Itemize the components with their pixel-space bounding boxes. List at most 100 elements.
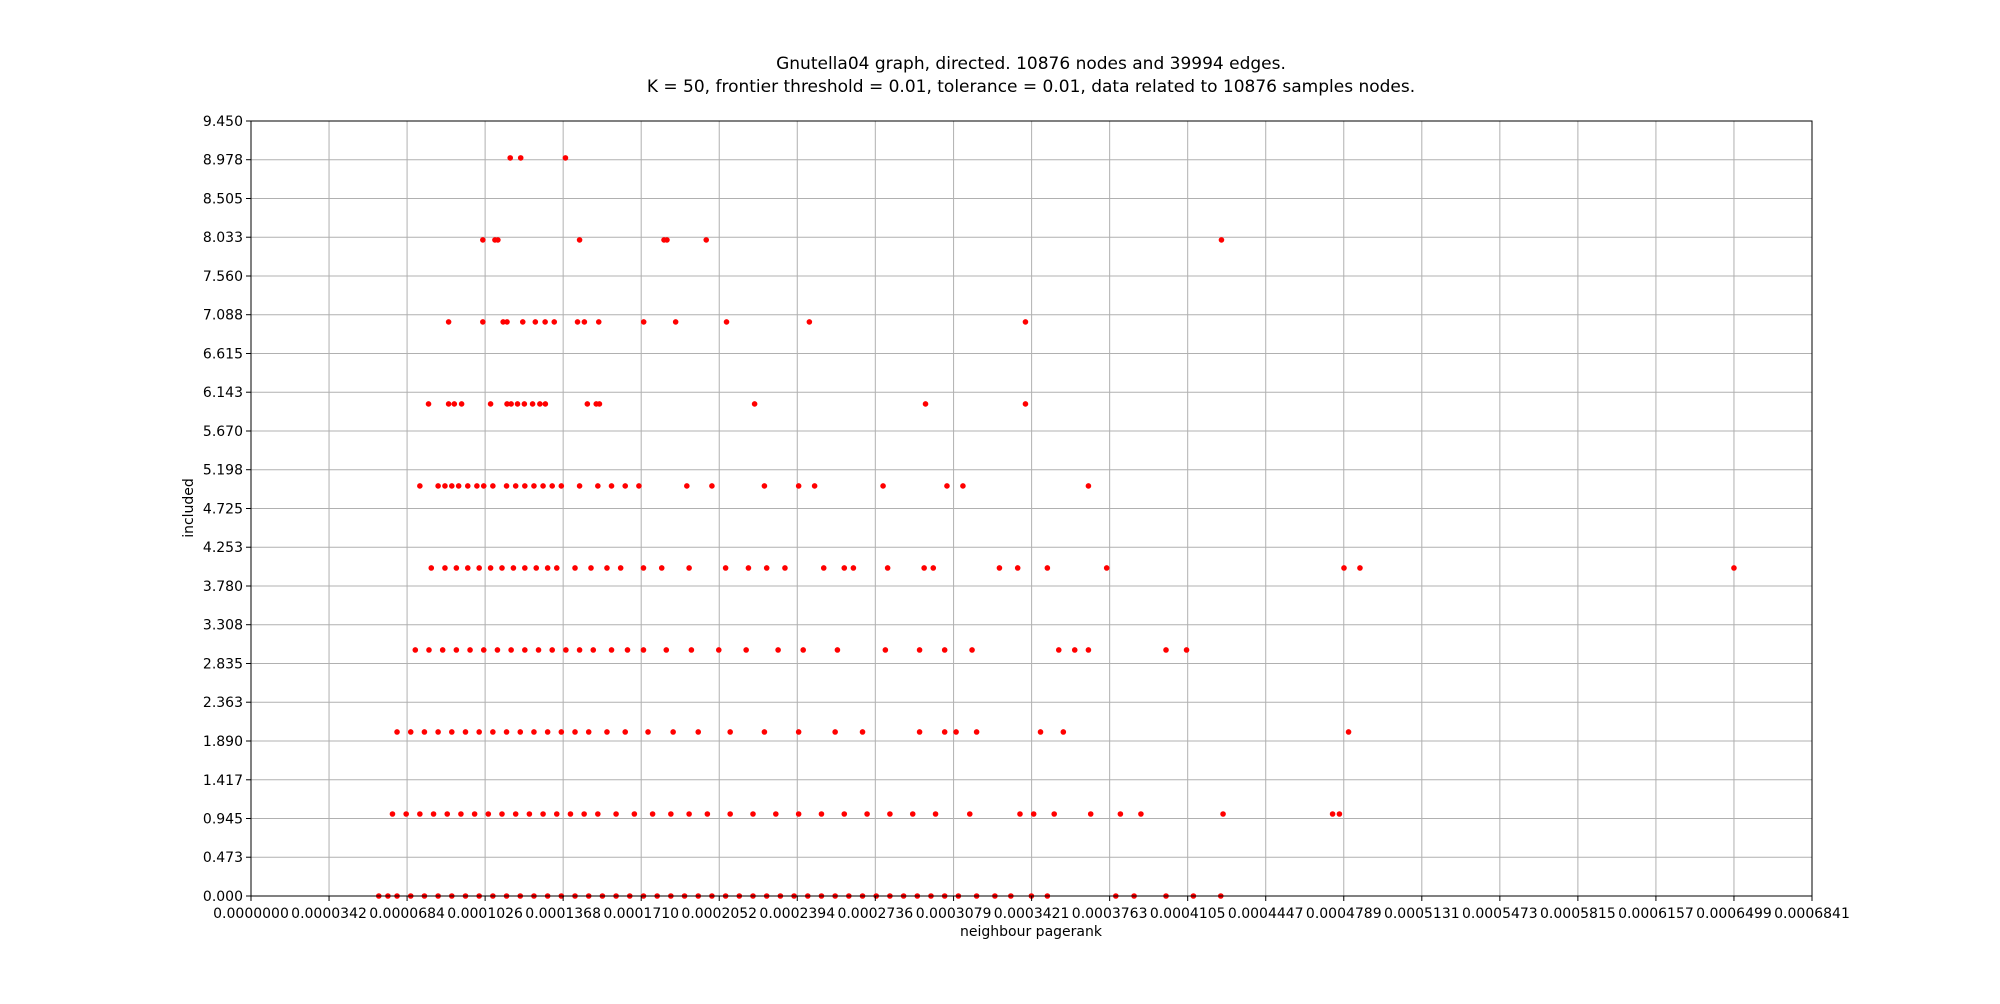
data-point [622, 729, 629, 735]
data-point [445, 319, 452, 325]
data-point [818, 811, 825, 817]
data-point [969, 647, 975, 653]
x-tick-label: 0.0003421 [994, 906, 1070, 922]
data-point [595, 811, 601, 817]
data-point [841, 811, 848, 817]
data-point [507, 155, 514, 161]
data-point [485, 811, 492, 817]
data-point [966, 811, 973, 817]
data-point [800, 647, 806, 653]
data-point [540, 483, 546, 489]
x-tick-label: 0.0006841 [1774, 906, 1850, 922]
x-tick-label: 0.0001368 [525, 906, 601, 922]
data-point [930, 565, 937, 571]
data-point [467, 647, 473, 653]
data-point [1022, 319, 1029, 325]
data-point [529, 401, 536, 407]
data-point [622, 483, 629, 489]
data-point [1163, 647, 1169, 653]
data-point [517, 729, 524, 735]
data-point [572, 729, 578, 735]
data-point [514, 401, 521, 407]
data-point [884, 565, 891, 571]
data-point [508, 647, 514, 653]
x-axis-label: neighbour pagerank [960, 924, 1103, 940]
y-tick-label: 6.143 [203, 385, 243, 401]
data-point [532, 319, 539, 325]
data-point [464, 483, 471, 489]
data-point [553, 811, 560, 817]
data-point [537, 401, 543, 407]
data-point [688, 647, 695, 653]
data-point [636, 483, 642, 489]
x-tick-label: 0.0005131 [1384, 906, 1460, 922]
x-tick-label: 0.0002736 [837, 906, 913, 922]
y-tick-label: 3.780 [203, 579, 243, 595]
y-tick-label: 4.253 [203, 540, 243, 556]
data-point [795, 811, 802, 817]
data-point [941, 729, 948, 735]
data-point [745, 565, 752, 571]
data-point [750, 811, 756, 817]
data-point [763, 565, 770, 571]
x-tick-label: 0.0005815 [1540, 906, 1616, 922]
data-point [604, 565, 610, 571]
data-point [462, 729, 469, 735]
data-point [480, 319, 486, 325]
y-tick-label: 2.363 [203, 695, 243, 711]
data-point [596, 401, 603, 407]
data-point [549, 647, 555, 653]
y-tick-label: 3.308 [203, 618, 243, 634]
data-point [834, 647, 841, 653]
data-point [522, 647, 528, 653]
data-point [1087, 811, 1094, 817]
data-point [613, 811, 619, 817]
data-point [722, 565, 729, 571]
data-point [442, 483, 448, 489]
data-point [850, 565, 857, 571]
y-tick-label: 8.978 [203, 153, 243, 169]
data-point [864, 811, 870, 817]
data-point [544, 729, 551, 735]
y-axis-label: included [181, 478, 197, 538]
y-tick-label: 0.945 [203, 812, 243, 828]
data-point [544, 565, 551, 571]
data-point [558, 483, 565, 489]
data-point [944, 483, 950, 489]
x-tick-label: 0.0002394 [759, 906, 835, 922]
y-axis-ticks: 0.000 0.473 0.945 1.417 1.890 2.363 2.835 3.308… [203, 114, 251, 905]
data-point [576, 483, 583, 489]
data-point [567, 811, 574, 817]
data-point [430, 811, 437, 817]
x-tick-label: 0.0001710 [603, 906, 679, 922]
data-point [953, 729, 959, 735]
data-point [640, 565, 647, 571]
data-point [1044, 565, 1051, 571]
data-point [996, 565, 1003, 571]
data-point [1103, 565, 1110, 571]
data-point [553, 565, 560, 571]
data-point [439, 647, 446, 653]
data-point [487, 401, 494, 407]
data-point [449, 483, 455, 489]
data-point [1071, 647, 1078, 653]
data-point [521, 401, 528, 407]
data-point [640, 647, 647, 653]
y-tick-label: 9.450 [203, 114, 243, 130]
data-point [795, 729, 802, 735]
data-point [453, 647, 460, 653]
data-point [426, 647, 432, 653]
y-tick-label: 1.890 [203, 734, 243, 750]
data-point [723, 319, 730, 325]
data-point [859, 729, 866, 735]
data-point [686, 811, 692, 817]
data-point [519, 319, 526, 325]
data-point [517, 155, 524, 161]
x-tick-label: 0.0005473 [1462, 906, 1538, 922]
data-point [649, 811, 656, 817]
y-tick-label: 8.505 [203, 192, 243, 208]
data-point [775, 647, 781, 653]
x-tick-label: 0.0000342 [291, 906, 367, 922]
x-tick-label: 0.0004105 [1150, 906, 1226, 922]
data-point [574, 319, 581, 325]
